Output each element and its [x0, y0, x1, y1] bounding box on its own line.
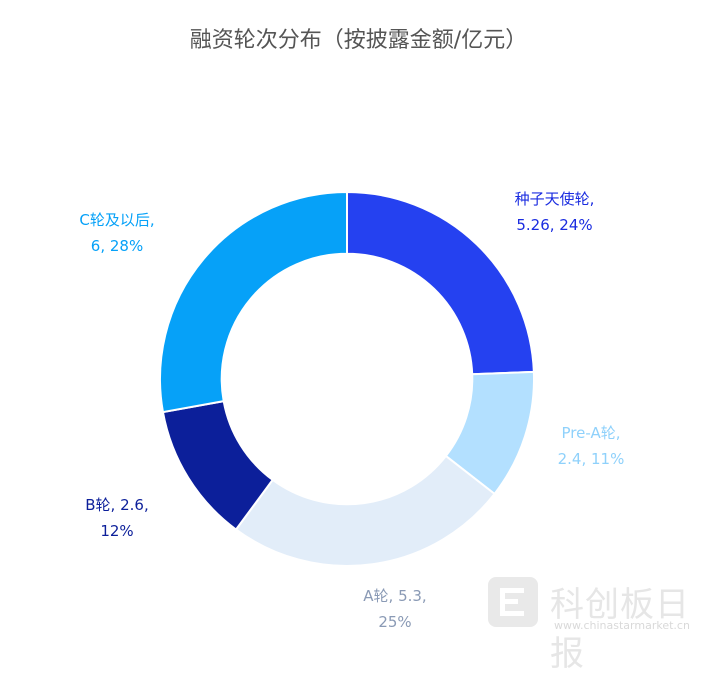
slice-label-pre-a-name: Pre-A轮,: [561, 424, 621, 442]
slice-label-pre-a-value: 2.4, 11%: [557, 450, 625, 468]
slice-label-seed-angel-name: 种子天使轮,: [514, 190, 595, 208]
chart-title: 融资轮次分布（按披露金额/亿元）: [189, 28, 528, 53]
donut-chart: [159, 190, 535, 567]
slice-label-b-value: 12%: [100, 522, 134, 540]
watermark-logo-icon: [488, 577, 538, 627]
slice-label-pre-a: Pre-A轮, 2.4, 11%: [536, 420, 646, 472]
slice-c-and-later: [159, 190, 348, 414]
slice-label-c-and-later-value: 6, 28%: [90, 237, 144, 255]
watermark: 科创板日报 www.chinastarmarket.cn: [488, 577, 713, 674]
slice-seed-angel: [346, 190, 535, 376]
slice-label-seed-angel-value: 5.26, 24%: [516, 216, 593, 234]
watermark-url: www.chinastarmarket.cn: [554, 619, 690, 632]
slice-label-a-name: A轮, 5.3,: [363, 587, 427, 605]
slice-label-a: A轮, 5.3, 25%: [340, 583, 450, 635]
slice-label-b-name: B轮, 2.6,: [85, 496, 149, 514]
slice-label-b: B轮, 2.6, 12%: [62, 492, 172, 544]
slice-label-c-and-later: C轮及以后, 6, 28%: [62, 207, 172, 259]
slice-label-seed-angel: 种子天使轮, 5.26, 24%: [492, 186, 617, 238]
slice-a: [234, 454, 496, 567]
slice-label-c-and-later-name: C轮及以后,: [79, 211, 155, 229]
slice-label-a-value: 25%: [378, 613, 412, 631]
